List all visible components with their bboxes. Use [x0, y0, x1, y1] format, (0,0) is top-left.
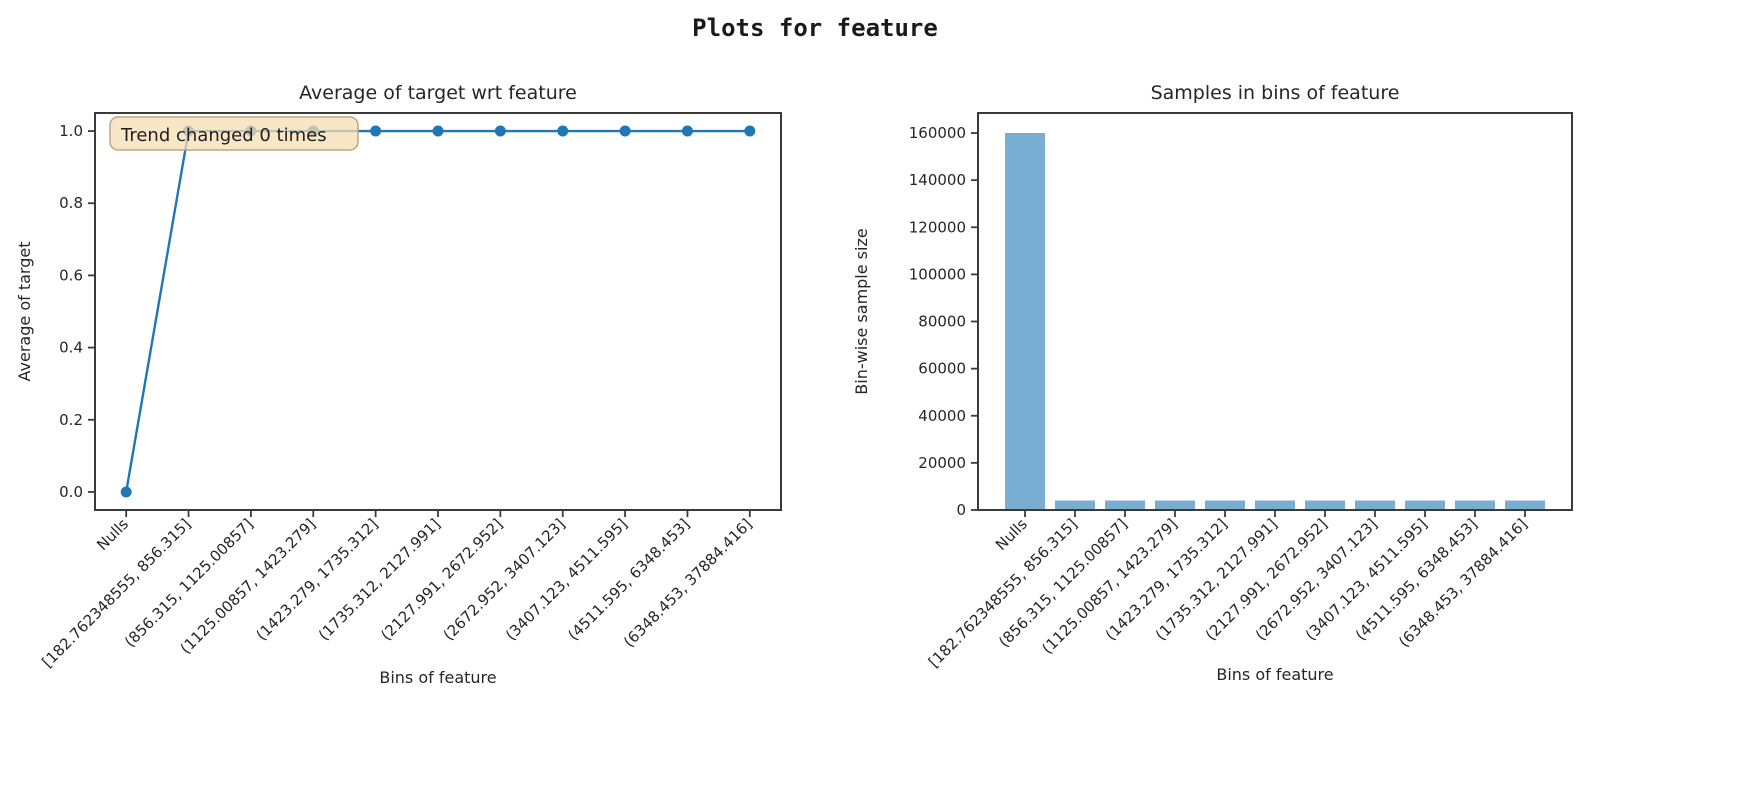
bar: [1455, 500, 1495, 510]
x-tick-label: (2672.952, 3407.123]: [440, 515, 569, 644]
x-tick-label: (2127.991, 2672.952]: [377, 515, 506, 644]
y-tick-label: 80000: [918, 313, 966, 331]
y-tick-label: 60000: [918, 360, 966, 378]
bar: [1255, 500, 1295, 510]
y-tick-label: 0.8: [59, 194, 83, 212]
annotation-box: [109, 116, 359, 151]
plot-frame: [94, 112, 782, 511]
figure-suptitle: Plots for feature: [692, 14, 938, 42]
y-axis-label: Average of target: [15, 242, 34, 382]
y-axis-label: Bin-wise sample size: [852, 228, 871, 394]
bar: [1155, 500, 1195, 510]
y-tick-label: 1.0: [59, 122, 83, 140]
y-tick-label: 160000: [909, 124, 966, 142]
bar: [1505, 500, 1545, 510]
bar: [1355, 500, 1395, 510]
plot-title: Average of target wrt feature: [299, 82, 577, 104]
data-point-marker: [432, 125, 444, 137]
trend-line: [124, 129, 750, 493]
data-point-marker: [619, 125, 631, 137]
x-tick-label: (3407.123, 4511.595]: [502, 515, 631, 644]
y-tick-label: 140000: [909, 171, 966, 189]
plot-frame: [977, 112, 1573, 511]
bar: [1205, 500, 1245, 510]
data-point-marker: [120, 486, 132, 498]
y-tick-label: 0.4: [59, 339, 83, 357]
bar: [1105, 500, 1145, 510]
x-tick-label: (1423.279, 1735.312]: [252, 515, 381, 644]
data-point-marker: [557, 125, 569, 137]
bar: [1405, 500, 1445, 510]
x-tick-label: (6348.453, 37884.416]: [620, 515, 756, 651]
y-tick-label: 40000: [918, 407, 966, 425]
x-axis-label: Bins of feature: [379, 668, 496, 687]
bar: [1305, 500, 1345, 510]
x-tick-label: (856.315, 1125.00857]: [121, 515, 257, 651]
data-point-marker: [370, 125, 382, 137]
data-point-marker: [744, 125, 756, 137]
plot-title: Samples in bins of feature: [1151, 82, 1400, 104]
bar-plot-sample-sizes: 0 20000 40000 60000 80000 100000 120000 140000 1…: [852, 82, 1573, 684]
y-tick-label: 0.2: [59, 411, 83, 429]
x-tick-label: (4511.595, 6348.453]: [564, 515, 693, 644]
y-tick-label: 100000: [909, 265, 966, 283]
y-tick-label: 0: [956, 501, 966, 519]
x-tick-label: Nulls: [93, 515, 132, 554]
y-tick-label: 0.6: [59, 266, 83, 284]
bar: [1005, 133, 1045, 510]
bar: [1055, 500, 1095, 510]
x-tick-label: Nulls: [992, 515, 1031, 554]
y-tick-label: 120000: [909, 218, 966, 236]
x-tick-label: (1735.312, 2127.991]: [315, 515, 444, 644]
x-axis-label: Bins of feature: [1216, 665, 1333, 684]
data-point-marker: [494, 125, 506, 137]
data-point-marker: [681, 125, 693, 137]
annotation-text: Trend changed 0 times: [120, 125, 327, 146]
y-tick-label: 0.0: [59, 483, 83, 501]
y-tick-label: 20000: [918, 454, 966, 472]
